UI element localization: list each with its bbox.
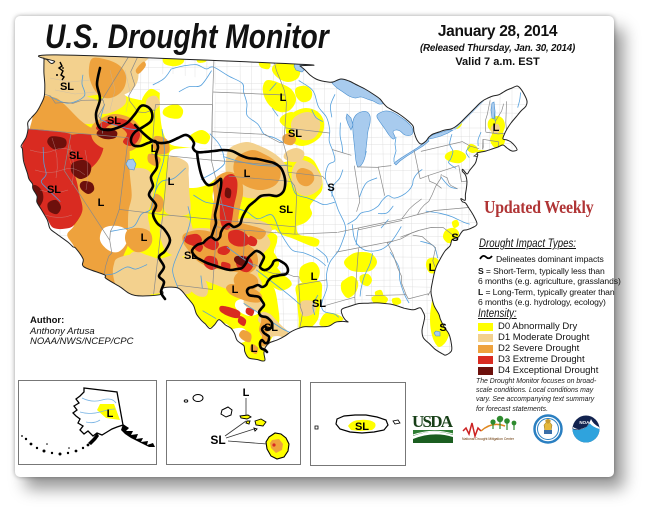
svg-text:S: S xyxy=(451,232,458,244)
svg-text:SL: SL xyxy=(69,150,83,162)
svg-text:SL: SL xyxy=(264,322,278,334)
svg-text:L: L xyxy=(151,143,158,155)
svg-text:SL: SL xyxy=(47,184,61,196)
svg-text:L: L xyxy=(280,92,287,104)
svg-text:S: S xyxy=(327,182,334,194)
svg-text:L: L xyxy=(243,387,250,399)
svg-text:SL: SL xyxy=(288,128,302,140)
svg-text:SL: SL xyxy=(184,250,198,262)
svg-text:L: L xyxy=(98,197,105,209)
svg-text:SL: SL xyxy=(210,433,225,447)
svg-text:L: L xyxy=(232,284,239,296)
svg-text:USDA: USDA xyxy=(412,412,454,431)
svg-text:L: L xyxy=(311,271,318,283)
svg-text:SL: SL xyxy=(107,115,121,127)
svg-text:NOAA: NOAA xyxy=(579,420,593,425)
svg-text:L: L xyxy=(244,168,251,180)
svg-text:SL: SL xyxy=(279,204,293,216)
svg-text:L: L xyxy=(251,343,258,355)
svg-text:National Drought Mitigation Ce: National Drought Mitigation Center xyxy=(462,437,515,441)
svg-text:SL: SL xyxy=(60,81,74,93)
svg-text:L: L xyxy=(168,176,175,188)
svg-text:L: L xyxy=(141,232,148,244)
svg-text:SL: SL xyxy=(312,298,326,310)
svg-text:S: S xyxy=(439,322,446,334)
svg-text:SL: SL xyxy=(355,421,369,433)
svg-text:L: L xyxy=(493,122,500,134)
svg-text:L: L xyxy=(429,262,436,274)
svg-text:L: L xyxy=(107,408,114,420)
